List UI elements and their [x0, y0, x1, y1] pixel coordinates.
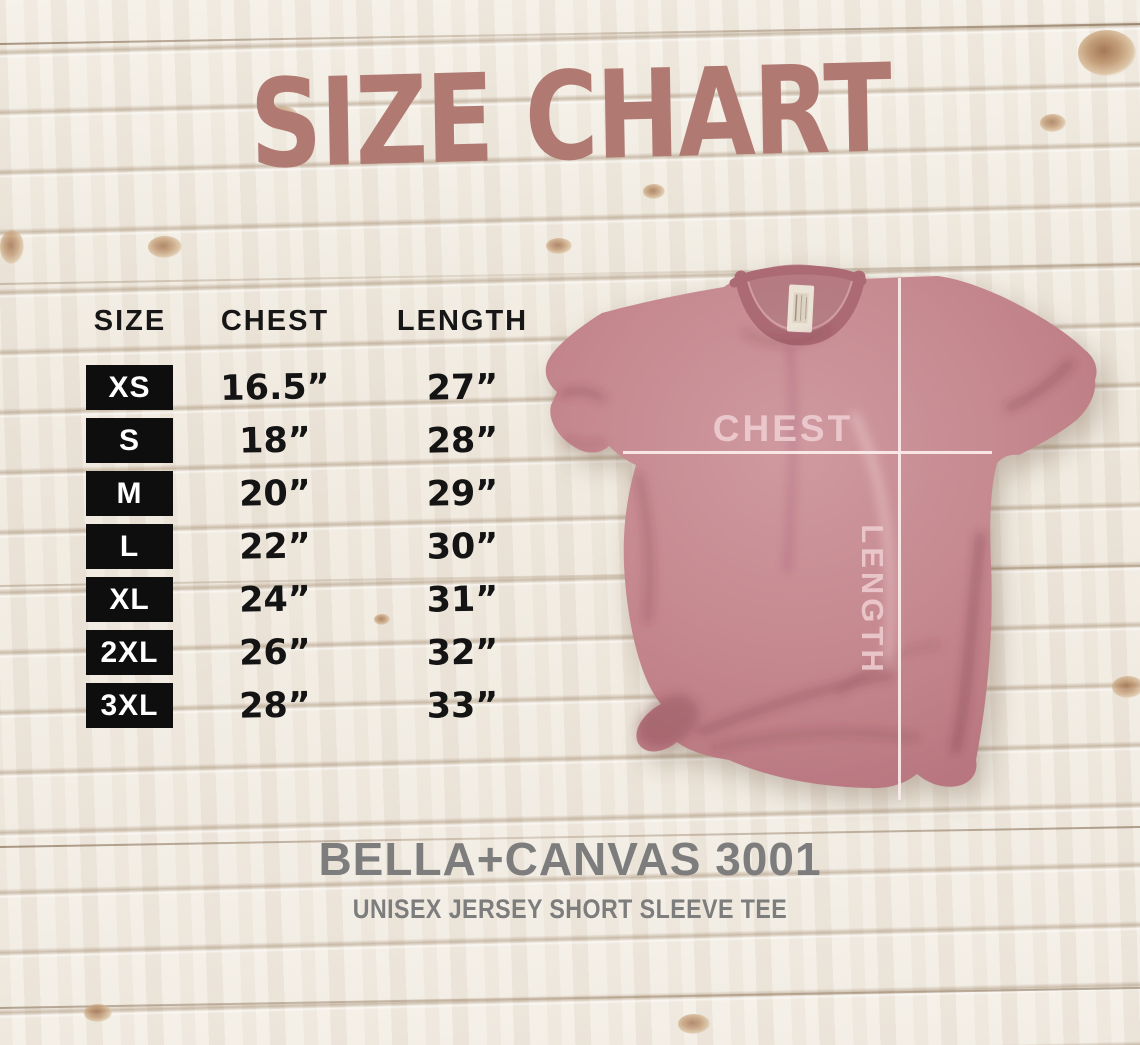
chest-value: 24” — [238, 578, 312, 621]
chest-value: 26” — [238, 631, 312, 674]
wood-knot — [84, 1004, 112, 1022]
back-collar — [729, 265, 867, 288]
length-value: 27” — [426, 366, 499, 409]
wood-knot — [1040, 114, 1066, 132]
length-measure-line — [898, 278, 901, 800]
fabric-folds — [558, 325, 1075, 754]
table-row: 2XL 26” 32” — [85, 630, 550, 675]
chest-value: 16.5” — [219, 366, 331, 409]
length-value: 33” — [426, 684, 499, 727]
wood-knot — [643, 184, 665, 199]
length-column-header: LENGTH — [396, 305, 529, 337]
wood-knot — [374, 614, 390, 625]
chest-value: 18” — [238, 419, 312, 462]
size-badge-xl: XL — [86, 577, 173, 622]
size-badge-l: L — [86, 524, 173, 569]
product-subtitle: UNISEX JERSEY SHORT SLEEVE TEE — [352, 894, 788, 924]
size-badge-s: S — [86, 418, 173, 463]
wood-knot — [148, 236, 182, 258]
length-value: 32” — [426, 631, 499, 674]
chest-column-header: CHEST — [220, 305, 330, 337]
tshirt-graphic — [545, 264, 1097, 789]
table-row: M 20” 29” — [85, 471, 550, 516]
chest-value: 20” — [238, 472, 312, 515]
length-value: 30” — [426, 525, 499, 568]
size-badge-2xl: 2XL — [86, 630, 173, 675]
size-badge-xs: XS — [86, 365, 173, 410]
chest-value: 28” — [238, 684, 312, 727]
length-annotation-label: LENGTH — [855, 524, 890, 676]
size-table: SIZE CHEST LENGTH XS 16.5” 27” S 18” 28”… — [85, 305, 550, 736]
size-badge-m: M — [86, 471, 173, 516]
wood-knot — [678, 1014, 710, 1034]
product-name: BELLA+CANVAS 3001 — [318, 833, 822, 885]
length-value: 31” — [426, 578, 499, 621]
wood-knot — [0, 230, 24, 264]
wood-knot — [440, 104, 458, 117]
wood-knot — [1112, 676, 1140, 698]
table-row: XS 16.5” 27” — [85, 365, 550, 410]
table-row: 3XL 28” 33” — [85, 683, 550, 728]
length-value: 28” — [426, 419, 499, 462]
wood-knot — [1078, 30, 1136, 76]
chest-annotation-label: CHEST — [712, 408, 854, 449]
tshirt-body — [545, 264, 1097, 789]
table-row: L 22” 30” — [85, 524, 550, 569]
tshirt-photo: CHEST LENGTH — [538, 233, 1113, 813]
table-body: XS 16.5” 27” S 18” 28” M 20” 29” L 22” 3… — [85, 365, 550, 728]
chest-measure-line — [623, 451, 992, 454]
length-value: 29” — [426, 472, 499, 515]
wood-knot — [265, 106, 299, 130]
size-column-header: SIZE — [93, 305, 167, 337]
neck-tag — [786, 284, 815, 333]
page-title: SIZE CHART — [248, 36, 892, 197]
table-row: XL 24” 31” — [85, 577, 550, 622]
chest-value: 22” — [238, 525, 312, 568]
table-row: S 18” 28” — [85, 418, 550, 463]
wood-knot — [546, 238, 572, 254]
size-badge-3xl: 3XL — [86, 683, 173, 728]
table-header-row: SIZE CHEST LENGTH — [85, 305, 550, 338]
